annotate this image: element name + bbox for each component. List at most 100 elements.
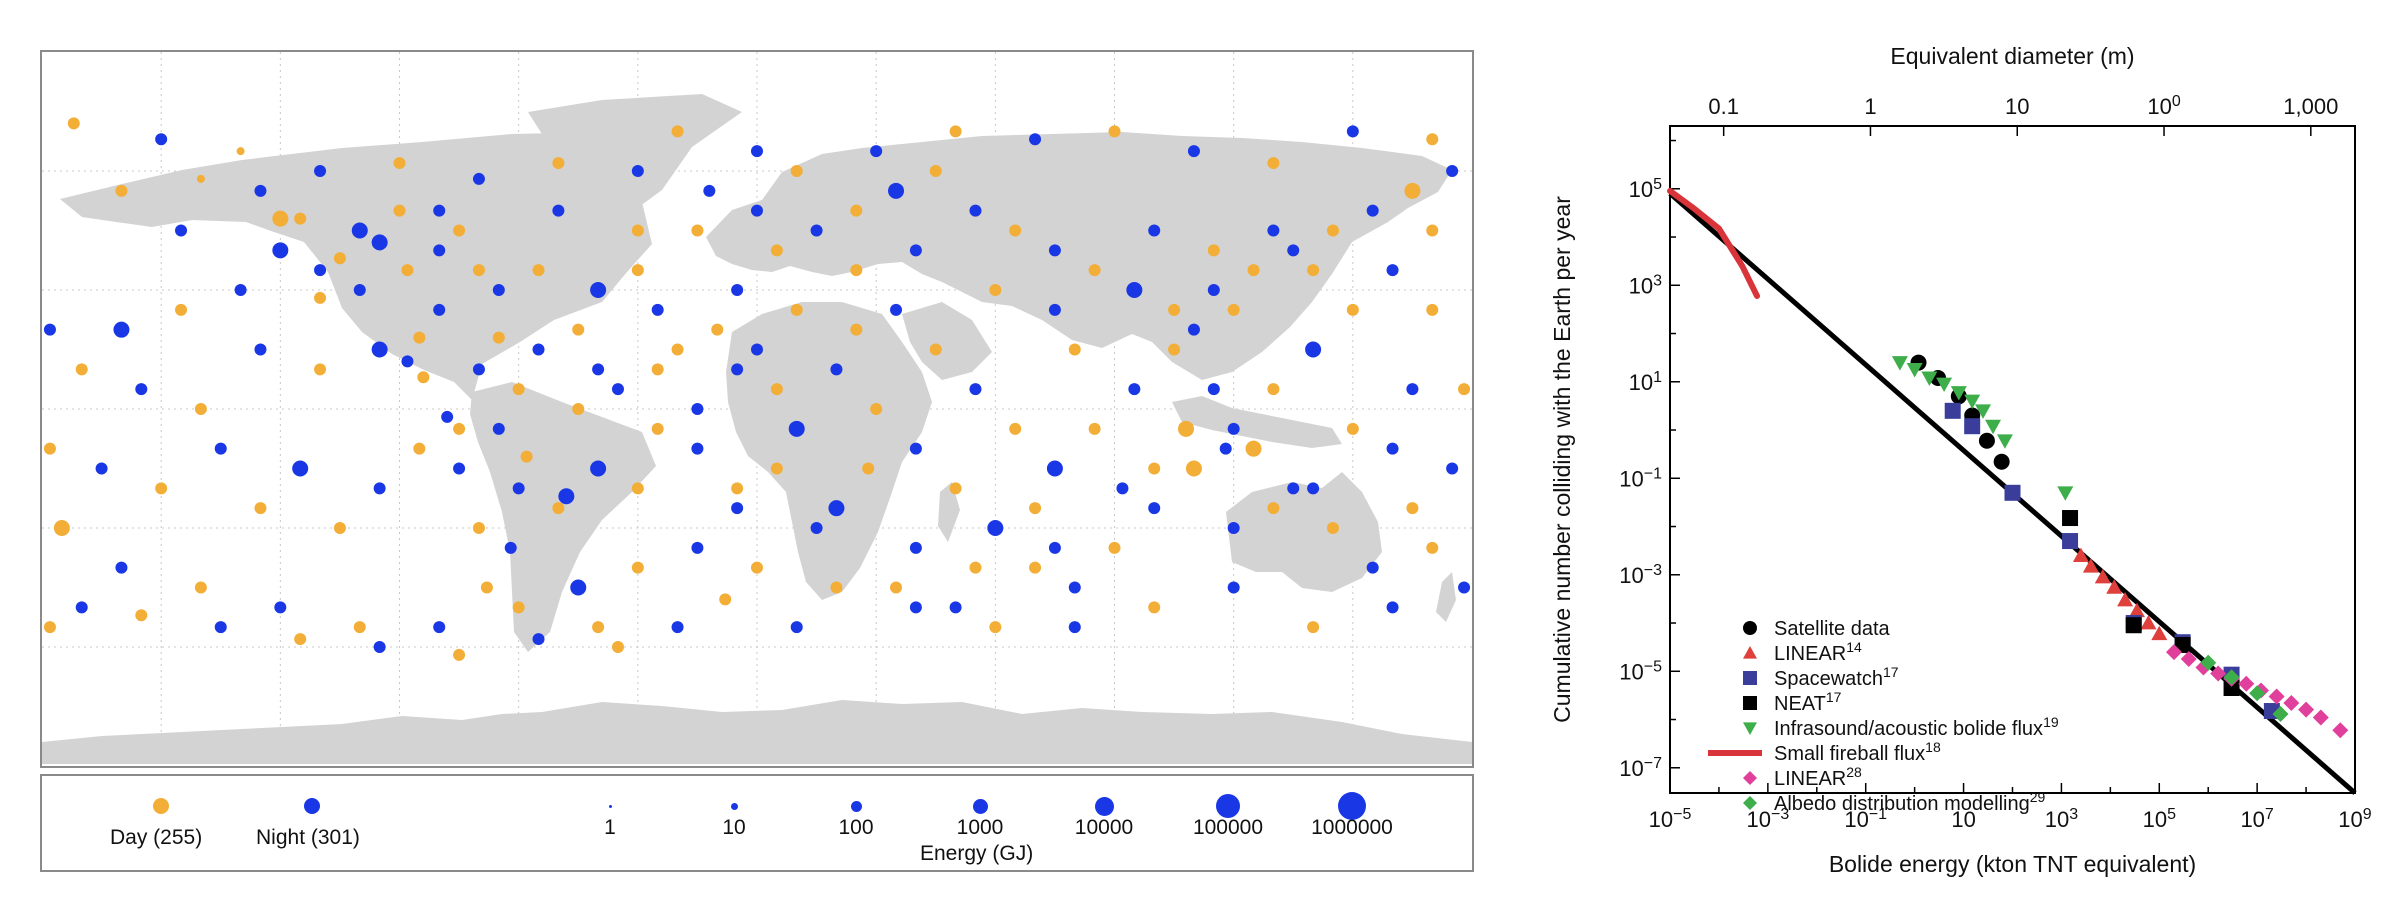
day-bolide-point [989,621,1002,634]
legend-day-marker [153,798,169,814]
energy-legend-label: 100000 [1192,816,1264,839]
night-bolide-point [590,460,607,477]
day-bolide-point [43,621,56,634]
night-bolide-point [272,242,289,259]
day-bolide-point [1227,303,1240,316]
night-bolide-point [1207,284,1220,296]
day-bolide-point [1404,182,1421,199]
data-point [2283,694,2300,711]
day-bolide-point [671,125,684,138]
day-bolide-point [671,343,684,356]
night-bolide-point [214,442,227,455]
day-bolide-point [1346,422,1359,435]
data-point [2195,659,2212,676]
data-point [2082,558,2099,573]
y-tick-label: 10−3 [1619,561,1662,588]
day-bolide-point [850,204,863,217]
day-bolide-point [790,165,803,177]
day-bolide-point [929,165,942,177]
night-bolide-point [651,303,664,316]
day-bolide-point [480,581,493,594]
north-america [60,132,662,400]
data-point [2223,669,2240,686]
legend-night-marker [304,798,320,814]
day-bolide-point [989,284,1002,296]
night-bolide-point [888,182,905,199]
x2-axis-title: Equivalent diameter (m) [1890,43,2134,69]
night-bolide-point [135,383,148,396]
day-bolide-point [294,212,307,225]
night-bolide-point [909,442,922,455]
x2-tick-label: 0.1 [1708,94,1739,119]
legend-marker [1743,621,1757,635]
data-point [1936,377,1953,392]
night-bolide-point [1048,303,1061,316]
day-bolide-point [770,462,783,475]
night-bolide-point [1227,422,1240,435]
night-bolide-point [1287,482,1300,495]
data-point [1964,394,1981,409]
energy-legend-marker [730,802,738,810]
day-bolide-point [272,210,289,227]
bolide-points [43,117,1471,661]
x-tick-label: 105 [2143,806,2176,833]
data-point [2272,706,2289,723]
data-point [2117,592,2134,607]
night-bolide-point [909,244,922,257]
legend-label: LINEAR28 [1774,764,1862,790]
night-bolide-point [433,303,446,316]
night-bolide-point [75,601,88,614]
energy-title: Energy (GJ) [920,842,1034,865]
day-bolide-point [949,125,962,138]
data-point [2140,615,2157,630]
day-bolide-point [969,561,982,574]
data-point [2180,650,2197,667]
day-bolide-point [401,264,414,277]
night-bolide-point [751,145,763,158]
energy-legend-label: 10 [722,816,746,839]
map-legend-panel: Day (255) Night (301) 1 10 100 1000 10000 100… [40,774,1474,872]
night-bolide-point [433,244,446,257]
night-bolide-point [1187,145,1200,158]
data-point [2166,644,2183,661]
night-bolide-point [371,234,388,251]
legend-day-label: Day (255) [110,826,203,849]
night-bolide-point [1386,442,1399,455]
day-bolide-point [552,502,565,515]
day-bolide-point [1426,133,1439,146]
night-bolide-point [949,601,962,614]
day-bolide-point [194,581,207,594]
night-bolide-point [1187,323,1200,336]
energy-legend-label: 10000 [1074,816,1134,839]
y-tick-label: 10−7 [1619,754,1662,781]
night-bolide-point [1446,462,1459,475]
y-axis-title: Cumulative number colliding with the Ear… [1549,196,1575,723]
x-tick-label: 10−1 [1844,806,1887,833]
day-bolide-point [870,403,883,415]
day-bolide-point [572,323,585,336]
night-bolide-point [371,341,388,358]
series-5 [1667,187,1761,299]
data-point [2249,685,2266,702]
legend-marker [1743,646,1757,659]
day-bolide-point [75,363,88,376]
day-bolide-point [353,621,366,634]
night-bolide-point [1128,383,1141,396]
antarctica [42,700,1472,764]
legend-night-label: Night (301) [256,826,360,849]
day-bolide-point [413,442,426,455]
night-bolide-point [611,383,624,396]
night-bolide-point [909,541,922,554]
day-bolide-point [949,482,962,495]
night-bolide-point [552,204,565,217]
night-bolide-point [1046,460,1063,477]
madagascar [938,482,960,542]
day-bolide-point [1426,224,1439,237]
australia [1226,472,1382,592]
night-bolide-point [790,621,803,634]
night-bolide-point [592,363,605,376]
day-bolide-point [1267,383,1280,396]
night-bolide-point [1386,601,1399,614]
night-bolide-point [1386,264,1399,277]
day-bolide-point [1148,462,1161,475]
